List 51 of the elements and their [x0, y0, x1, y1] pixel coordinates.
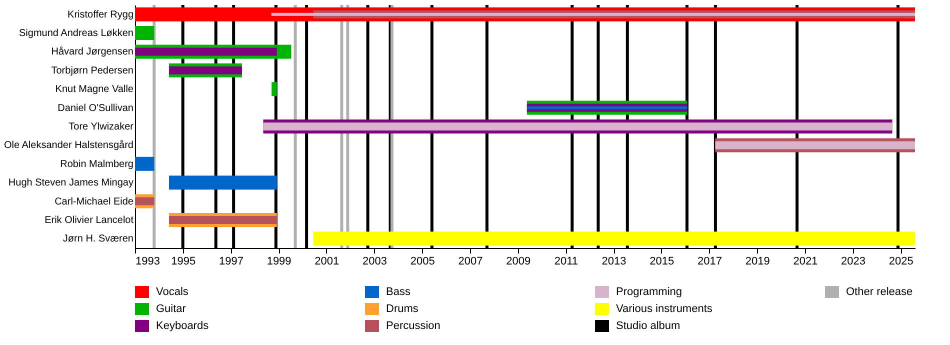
legend-label: Bass	[386, 286, 411, 298]
bar	[313, 232, 915, 246]
y-tick-label: Torbjørn Pedersen	[51, 65, 134, 76]
x-tick-label: 2013	[602, 256, 626, 268]
x-tick-label: 2009	[506, 256, 531, 268]
bar	[263, 122, 892, 130]
legend-label: Other release	[846, 286, 913, 298]
y-tick-label: Hugh Steven James Mingay	[8, 178, 134, 189]
x-tick-label: 2017	[697, 256, 722, 268]
x-tick-label: 1999	[266, 256, 292, 268]
x-tick-label: 2011	[554, 256, 578, 268]
bar	[135, 156, 154, 171]
y-tick-label: Carl-Michael Eide	[54, 196, 134, 208]
bar	[272, 82, 277, 96]
x-tick-label: 2025	[888, 256, 914, 268]
legend-label: Guitar	[156, 303, 186, 315]
x-tick-label: 2019	[745, 256, 770, 268]
x-tick-label: 1993	[136, 256, 160, 268]
x-tick-label: 2005	[410, 256, 435, 268]
legend-label: Vocals	[156, 286, 189, 298]
y-tick-label: Ole Aleksander Halstensgård	[4, 139, 134, 152]
bar	[168, 66, 242, 74]
legend-label: Programming	[616, 286, 682, 298]
y-tick-label: Knut Magne Valle	[55, 84, 134, 96]
x-tick-label: 2003	[362, 256, 388, 268]
y-tick-label: Håvard Jørgensen	[51, 46, 134, 58]
x-tick-label: 2007	[458, 256, 483, 268]
y-tick-label: Robin Malmberg	[60, 158, 134, 170]
x-tick-label: 1995	[171, 256, 196, 268]
bar	[168, 216, 277, 224]
x-tick-label: 2001	[314, 256, 340, 268]
legend-label: Keyboards	[156, 320, 210, 332]
legend-label: Drums	[386, 303, 419, 315]
x-tick-label: 2015	[650, 256, 674, 268]
x-tick-label: 1997	[218, 256, 244, 268]
y-tick-label: Sigmund Andreas Løkken	[18, 28, 134, 40]
y-tick-label: Erik Olivier Lancelot	[44, 214, 134, 226]
bar	[168, 176, 277, 190]
legend-label: Percussion	[386, 320, 440, 332]
legend-label: Various instruments	[616, 303, 713, 315]
bar	[715, 141, 915, 150]
bar	[135, 26, 154, 40]
bar	[135, 197, 154, 206]
bar	[135, 48, 277, 56]
y-tick-label: Tore Ylwizaker	[68, 122, 134, 132]
y-tick-label: Kristoffer Rygg	[68, 9, 134, 20]
legend-label: Studio album	[616, 320, 680, 332]
y-tick-label: Jørn H. Sværen	[62, 234, 134, 245]
x-tick-label: 2023	[841, 256, 866, 268]
y-tick-label: Daniel O'Sullivan	[58, 102, 134, 114]
x-tick-label: 2021	[793, 256, 818, 268]
